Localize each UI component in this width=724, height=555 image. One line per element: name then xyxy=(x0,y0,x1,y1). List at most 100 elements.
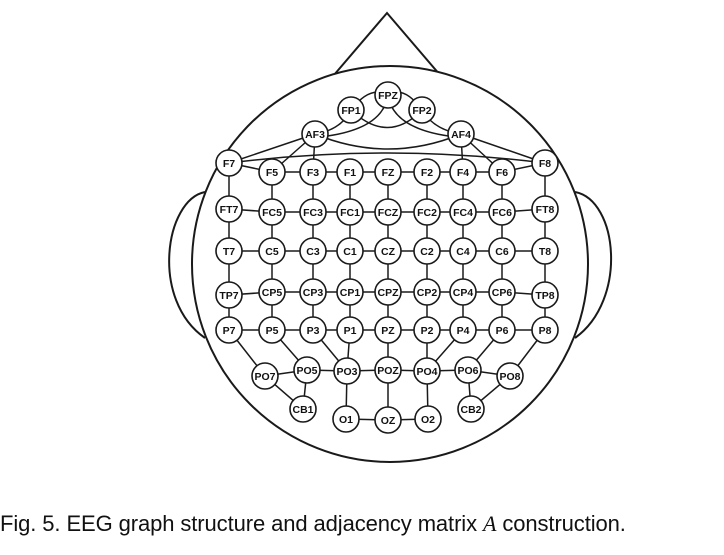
electrode-circle xyxy=(531,195,559,223)
electrode-circle xyxy=(215,149,243,177)
electrode-circle xyxy=(413,158,441,186)
electrode-label: FC3 xyxy=(303,207,323,219)
electrode-label: PO4 xyxy=(416,366,437,378)
electrode-label: P3 xyxy=(307,325,320,337)
electrode-f3: F3 xyxy=(299,158,327,186)
electrode-label: F8 xyxy=(539,158,551,170)
electrode-label: CZ xyxy=(381,246,396,258)
electrode-fp2: FP2 xyxy=(408,96,436,124)
electrode-circle xyxy=(332,405,360,433)
electrode-f4: F4 xyxy=(449,158,477,186)
electrode-oz: OZ xyxy=(374,406,402,434)
electrode-circle xyxy=(336,198,364,226)
electrode-p8: P8 xyxy=(531,316,559,344)
electrode-cp3: CP3 xyxy=(299,278,327,306)
electrode-po8: PO8 xyxy=(496,362,524,390)
electrode-label: P1 xyxy=(344,325,357,337)
electrode-label: FCZ xyxy=(378,207,399,219)
electrode-circle xyxy=(299,278,327,306)
electrode-circle xyxy=(374,81,402,109)
electrode-label: CP2 xyxy=(417,287,438,299)
electrode-cp1: CP1 xyxy=(336,278,364,306)
electrode-label: P2 xyxy=(421,325,434,337)
electrode-label: AF3 xyxy=(305,129,325,141)
electrode-label: C1 xyxy=(343,246,357,258)
electrode-label: CB1 xyxy=(292,404,313,416)
figure-caption: Fig. 5. EEG graph structure and adjacenc… xyxy=(0,511,724,537)
electrode-circle xyxy=(337,96,365,124)
electrode-fc2: FC2 xyxy=(413,198,441,226)
electrode-tp7: TP7 xyxy=(215,281,243,309)
electrode-circle xyxy=(299,198,327,226)
electrode-cb2: CB2 xyxy=(457,395,485,423)
electrode-label: FC6 xyxy=(492,207,512,219)
electrode-fc4: FC4 xyxy=(449,198,477,226)
electrode-label: C5 xyxy=(265,246,279,258)
electrode-circle xyxy=(454,356,482,384)
caption-prefix: Fig. 5. EEG graph structure and adjacenc… xyxy=(0,511,483,536)
edge-af3-f7 xyxy=(228,133,316,164)
electrode-label: FT7 xyxy=(220,204,239,216)
electrode-circle xyxy=(449,198,477,226)
electrode-label: F1 xyxy=(344,167,356,179)
electrode-circle xyxy=(336,158,364,186)
electrode-label: F6 xyxy=(496,167,508,179)
electrode-f1: F1 xyxy=(336,158,364,186)
electrode-circle xyxy=(408,96,436,124)
electrode-label: FC4 xyxy=(453,207,473,219)
electrode-cpz: CPZ xyxy=(374,278,402,306)
electrode-c2: C2 xyxy=(413,237,441,265)
electrode-circle xyxy=(531,149,559,177)
electrode-af4: AF4 xyxy=(447,120,475,148)
electrode-cb1: CB1 xyxy=(289,395,317,423)
electrode-circle xyxy=(496,362,524,390)
electrode-nodes: FPZ FP1 FP2 AF3 AF4 F7 F5 F3 F1 FZ F2 F4 F6 F8 FT7 FC5 F… xyxy=(215,81,559,434)
electrode-circle xyxy=(258,316,286,344)
electrode-label: F7 xyxy=(223,158,235,170)
electrode-ft8: FT8 xyxy=(531,195,559,223)
electrode-circle xyxy=(289,395,317,423)
electrode-label: PO3 xyxy=(336,366,357,378)
electrode-label: PO5 xyxy=(296,365,317,377)
electrode-c3: C3 xyxy=(299,237,327,265)
electrode-circle xyxy=(374,278,402,306)
electrode-circle xyxy=(449,237,477,265)
electrode-circle xyxy=(251,362,279,390)
electrode-label: CP1 xyxy=(340,287,361,299)
electrode-circle xyxy=(258,278,286,306)
electrode-circle xyxy=(449,278,477,306)
electrode-t7: T7 xyxy=(215,237,243,265)
electrode-circle xyxy=(414,405,442,433)
electrode-poz: POZ xyxy=(374,356,402,384)
electrode-circle xyxy=(374,198,402,226)
electrode-circle xyxy=(299,316,327,344)
electrode-circle xyxy=(374,158,402,186)
electrode-o2: O2 xyxy=(414,405,442,433)
electrode-circle xyxy=(215,195,243,223)
electrode-label: O2 xyxy=(421,414,435,426)
electrode-fpz: FPZ xyxy=(374,81,402,109)
electrode-circle xyxy=(258,198,286,226)
electrode-o1: O1 xyxy=(332,405,360,433)
electrode-label: FP1 xyxy=(341,105,360,117)
electrode-fc6: FC6 xyxy=(488,198,516,226)
electrode-circle xyxy=(488,316,516,344)
edge-af4-f8 xyxy=(460,133,546,164)
electrode-label: TP8 xyxy=(535,290,554,302)
electrode-label: OZ xyxy=(381,415,396,427)
electrode-label: P5 xyxy=(266,325,279,337)
electrode-circle xyxy=(258,158,286,186)
electrode-label: PO7 xyxy=(254,371,275,383)
electrode-circle xyxy=(531,281,559,309)
electrode-label: CP5 xyxy=(262,287,283,299)
electrode-circle xyxy=(488,198,516,226)
electrode-label: P6 xyxy=(496,325,509,337)
electrode-p1: P1 xyxy=(336,316,364,344)
electrode-circle xyxy=(336,278,364,306)
electrode-circle xyxy=(374,316,402,344)
electrode-label: F3 xyxy=(307,167,319,179)
electrode-circle xyxy=(336,237,364,265)
electrode-label: C6 xyxy=(495,246,509,258)
electrode-label: CP6 xyxy=(492,287,513,299)
electrode-label: C4 xyxy=(456,246,470,258)
